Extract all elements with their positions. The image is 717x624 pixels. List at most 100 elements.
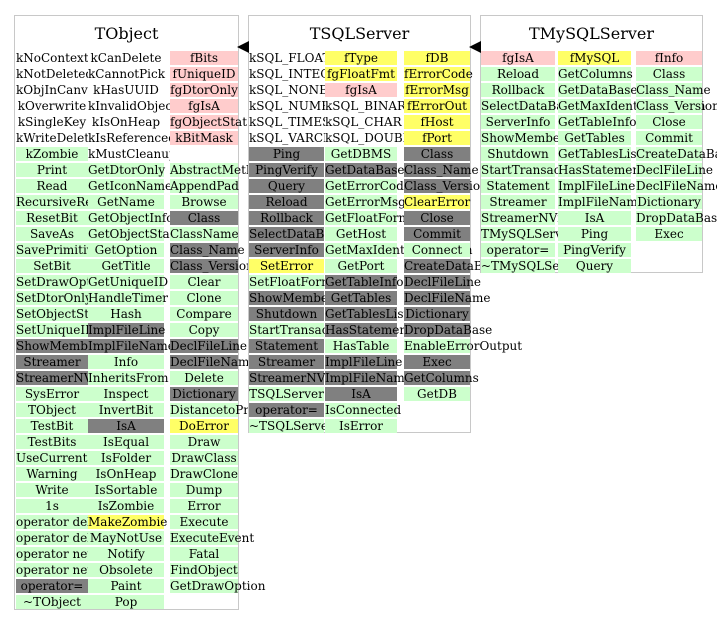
member-cell: IsConnected — [325, 403, 402, 417]
member-cell: kSQL_TIMESTAMP — [249, 115, 367, 129]
member-cell: ServerInfo — [481, 115, 555, 129]
class-box-tsqlserver: TSQLServer kSQL_FLOAT kSQL_INTEGER kSQL_NO… — [248, 15, 522, 433]
member-cell: DeclFileName — [404, 291, 491, 305]
member-cell: GetMaxIdentifierLength — [558, 99, 706, 113]
member-cell: DeclFileLine — [636, 163, 714, 177]
member-cell: Browse — [170, 195, 238, 209]
member-cell: Class — [170, 211, 238, 225]
member-cell: Class_Name — [170, 243, 245, 257]
member-cell: kIsReferenced — [88, 131, 176, 145]
member-cell: kSQL_NUMERIC — [249, 99, 353, 113]
member-cell: GetDBMS — [325, 147, 397, 161]
member-cell: kOverwrite — [16, 99, 88, 113]
member-cell: DistancetoPrimitive — [170, 403, 291, 417]
member-cell: Class_Version — [404, 179, 488, 193]
inheritance-arrow-icon — [237, 41, 249, 53]
member-cell: DeclFileName — [170, 355, 257, 369]
member-cell: Exec — [404, 355, 470, 369]
member-cell: GetHost — [325, 227, 397, 241]
member-cell: TObject — [16, 403, 88, 417]
member-cell: fgIsA — [481, 51, 555, 65]
member-cell: kHasUUID — [88, 83, 164, 97]
member-cell: Pop — [88, 595, 164, 609]
member-cell: Compare — [170, 307, 238, 321]
member-cell: ShowMembers — [16, 339, 107, 353]
member-cell: kWriteDelete — [16, 131, 97, 145]
member-cell: fDB — [404, 51, 470, 65]
member-cell: Ping — [249, 147, 324, 161]
member-cell: GetColumns — [404, 371, 479, 385]
member-cell: Execute — [170, 515, 238, 529]
member-cell: SysError — [16, 387, 88, 401]
member-cell: Obsolete — [88, 563, 164, 577]
member-cell: IsOnHeap — [88, 467, 164, 481]
member-cell: SetDrawOption — [16, 275, 111, 289]
member-cell: Print — [16, 163, 88, 177]
member-cell: TMySQLServer — [481, 227, 575, 241]
member-cell: ImplFileName — [558, 195, 645, 209]
member-cell: GetDrawOption — [170, 579, 266, 593]
member-cell: Delete — [170, 371, 238, 385]
member-cell: fgFloatFmt — [325, 67, 397, 81]
member-cell: ServerInfo — [249, 243, 324, 257]
member-cell: Shutdown — [481, 147, 555, 161]
member-cell: kSQL_DOUBLE — [325, 131, 420, 145]
member-cell: fType — [325, 51, 397, 65]
member-cell: GetTableInfo — [325, 275, 404, 289]
member-cell: Paint — [88, 579, 164, 593]
member-cell: Warning — [16, 467, 88, 481]
member-cell: Rollback — [249, 211, 324, 225]
member-cell: TestBits — [16, 435, 88, 449]
member-cell: InheritsFrom — [88, 371, 169, 385]
member-cell: Reload — [481, 67, 555, 81]
member-cell: ImplFileName — [325, 371, 412, 385]
member-cell: fgIsA — [170, 99, 238, 113]
member-cell: TSQLServer — [249, 387, 324, 401]
member-cell: PingVerify — [249, 163, 324, 177]
member-cell: Class_Name — [636, 83, 711, 97]
member-cell: operator= — [481, 243, 555, 257]
member-cell: GetUniqueID — [88, 275, 169, 289]
member-cell: fPort — [404, 131, 470, 145]
member-cell: GetFloatFormat — [325, 211, 422, 225]
member-cell: ShowMembers — [481, 131, 572, 145]
member-cell: SaveAs — [16, 227, 88, 241]
member-cell: kIsOnHeap — [88, 115, 164, 129]
member-cell: operator new — [16, 547, 98, 561]
member-cell: DropDataBase — [636, 211, 717, 225]
member-cell: 1s — [16, 499, 88, 513]
member-cell: operator= — [16, 579, 88, 593]
member-cell: GetDataBases — [558, 83, 644, 97]
member-cell: ImplFileLine — [325, 355, 403, 369]
member-cell: fBits — [170, 51, 238, 65]
member-cell: GetPort — [325, 259, 397, 273]
member-cell: Streamer — [481, 195, 555, 209]
member-cell: kSQL_BINARY — [325, 99, 414, 113]
member-cell: kSQL_FLOAT — [249, 51, 331, 65]
member-cell: SetBit — [16, 259, 88, 273]
member-cell: IsSortable — [88, 483, 164, 497]
member-cell: kSQL_CHAR — [325, 115, 402, 129]
member-cell: ShowMembers — [249, 291, 340, 305]
member-cell: Statement — [249, 339, 324, 353]
class-title: TObject — [94, 24, 159, 43]
member-cell: kInvalidObject — [88, 99, 177, 113]
member-cell: ImplFileLine — [558, 179, 636, 193]
member-cell: Error — [170, 499, 238, 513]
member-cell: AbstractMethod — [170, 163, 269, 177]
class-title: TSQLServer — [309, 24, 410, 43]
member-cell: fInfo — [636, 51, 702, 65]
member-cell: CreateDataBase — [404, 259, 504, 273]
member-cell: HasStatement — [325, 323, 412, 337]
member-cell: SetError — [249, 259, 324, 273]
member-cell: CreateDataBase — [636, 147, 717, 161]
member-cell: IsZombie — [88, 499, 164, 513]
member-cell: StreamerNVirtual — [249, 371, 359, 385]
member-cell: IsA — [558, 211, 631, 225]
member-cell: ImplFileLine — [88, 323, 166, 337]
member-cell: GetColumns — [558, 67, 633, 81]
member-cell: operator= — [249, 403, 324, 417]
member-cell: Inspect — [88, 387, 164, 401]
member-cell: GetErrorMsg — [325, 195, 406, 209]
member-cell: ClassName — [170, 227, 239, 241]
